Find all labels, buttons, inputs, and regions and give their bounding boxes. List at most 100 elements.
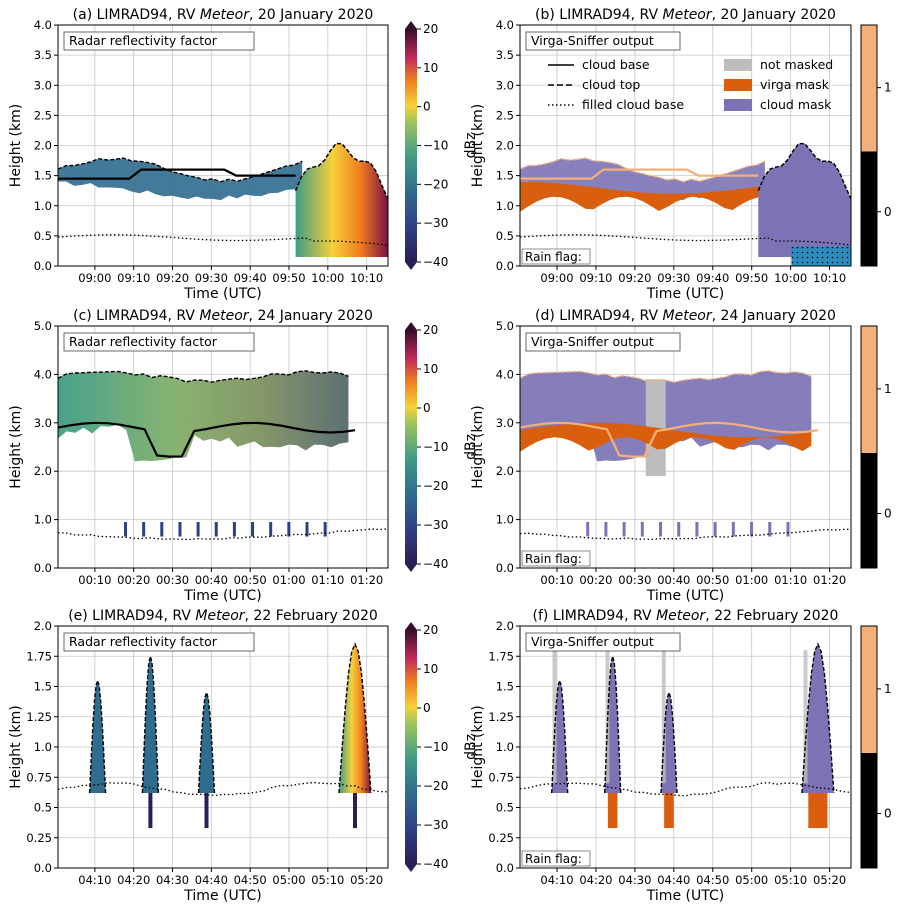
x-tick-label: 04:40 [195,873,228,887]
x-tick-label: 09:30 [657,271,690,285]
x-tick-label: 10:10 [350,271,383,285]
cloud-cell [801,644,834,793]
layer-tick-label: 1 [884,81,892,95]
low-cloud-fragment [586,522,590,537]
x-tick-label: 05:20 [350,873,383,887]
x-tick-label: 09:20 [156,271,189,285]
layer-bar-0 [861,151,877,266]
x-tick-label: 09:00 [540,271,573,285]
colorbar-tick-label: 0 [423,701,431,715]
layer-tick-label: 1 [884,682,892,696]
y-tick-label: 2.5 [496,108,514,122]
virga-streak [148,792,153,829]
panel-d: 0.01.02.03.04.05.000:10 00:20 00:30 00:40 00… [470,308,892,604]
x-tick-label: 04:50 [696,873,729,887]
y-axis-label: Height (km) [8,705,24,788]
x-tick-label: 09:30 [195,271,228,285]
low-cloud-fragment [604,522,608,537]
colorbar-extend-bottom [405,564,417,572]
cloud-layer [520,158,765,201]
colorbar-tick-label: −40 [423,255,448,269]
x-tick-label: 01:10 [311,573,344,587]
panel-title: (b) LIMRAD94, RV Meteor, 20 January 2020 [535,7,836,23]
y-tick-label: 2.0 [34,139,52,153]
annotation-box [525,632,681,652]
colorbar-tick-label: 20 [423,323,438,337]
y-tick-label: 0.0 [34,561,52,575]
x-tick-label: 01:00 [735,573,768,587]
low-cloud-fragment [768,522,772,537]
colorbar-label: dBz [463,734,479,760]
rain-flag-label: Rain flag: [525,250,582,264]
x-tick-label: 00:40 [195,573,228,587]
virga-region [520,422,812,452]
panel-a: 0.0 0.5 1.0 1.5 2.0 2.5 3.0 3.5 4.0 09:00 09:10 09:… [8,7,479,302]
y-tick-label: 5.0 [496,319,514,333]
panel-title: (a) LIMRAD94, RV Meteor, 20 January 2020 [73,7,374,23]
x-tick-label: 00:10 [78,573,111,587]
y-tick-label: 0.5 [34,229,52,243]
y-tick-label: 3.5 [34,48,52,62]
x-tick-label: 05:20 [813,873,846,887]
x-tick-label: 09:50 [272,271,305,285]
panel-e: 0.0 0.25 0.5 0.75 1.0 1.25 1.5 1.75 2.0 04:10 04:2… [8,608,479,904]
x-tick-label: 04:10 [78,873,111,887]
cloud-top-line [519,157,766,183]
layer-tick-label: 1 [884,382,892,396]
y-axis-label: Height (km) [470,104,486,187]
cloud-top-line [801,642,835,794]
low-cloud-fragment [750,522,754,537]
virga-streak [353,792,357,829]
rain-flag-bar [791,246,851,266]
layer-bar-frame [860,325,878,569]
x-tick-label: 09:50 [735,271,768,285]
x-tick-label: 04:10 [540,873,573,887]
colorbar-tick-label: −40 [423,857,448,871]
x-axis-label: Time (UTC) [646,286,724,302]
low-cloud-fragment [640,522,644,537]
x-axis-label: Time (UTC) [646,588,724,604]
cloud-cell [198,692,215,793]
x-tick-label: 10:00 [311,271,344,285]
y-tick-label: 0.5 [496,229,514,243]
annotation-box [525,31,681,51]
colorbar-tick-label: −30 [423,216,448,230]
annotation-box [63,31,255,51]
y-tick-label: 1.5 [34,169,52,183]
x-tick-label: 04:30 [618,873,651,887]
annotation-text: Radar reflectivity factor [69,334,218,349]
y-tick-label: 4.0 [496,18,514,32]
panel-title: (e) LIMRAD94, RV Meteor, 22 February 202… [68,608,378,624]
colorbar-label: dBz [463,434,479,460]
x-tick-label: 00:30 [156,573,189,587]
colorbar-tick-label: 20 [423,623,438,637]
layer-tick-label: 0 [884,507,892,521]
y-tick-label: 0.25 [26,831,52,845]
colorbar-tick-label: 10 [423,61,438,75]
rain-flag-label: Rain flag: [525,852,582,866]
layer-bar-frame [860,24,878,267]
y-tick-label: 2.0 [496,464,514,478]
y-tick-label: 5.0 [34,319,52,333]
cloud-cell [142,656,159,793]
colorbar-extend-top [405,622,417,630]
legend-patch-swatch [724,79,752,91]
y-tick-label: 2.0 [34,619,52,633]
x-tick-label: 04:40 [657,873,690,887]
low-cloud-fragment [142,522,146,537]
filled-cloud-base-line [57,234,389,246]
x-tick-label: 04:50 [234,873,267,887]
y-tick-label: 1.0 [34,199,52,213]
x-tick-label: 10:00 [774,271,807,285]
rain-flag-box [521,248,591,265]
y-tick-label: 1.75 [26,649,52,663]
cloud-cell [339,644,371,793]
legend-line-label: cloud top [582,77,640,92]
filled-cloud-base-line [57,528,389,541]
y-tick-label: 2.0 [34,464,52,478]
x-axis-label: Time (UTC) [183,588,261,604]
convective-cloud [758,143,851,257]
cloud-base-line [57,421,356,458]
x-tick-label: 05:00 [272,873,305,887]
colorbar-extend-bottom [405,262,417,270]
